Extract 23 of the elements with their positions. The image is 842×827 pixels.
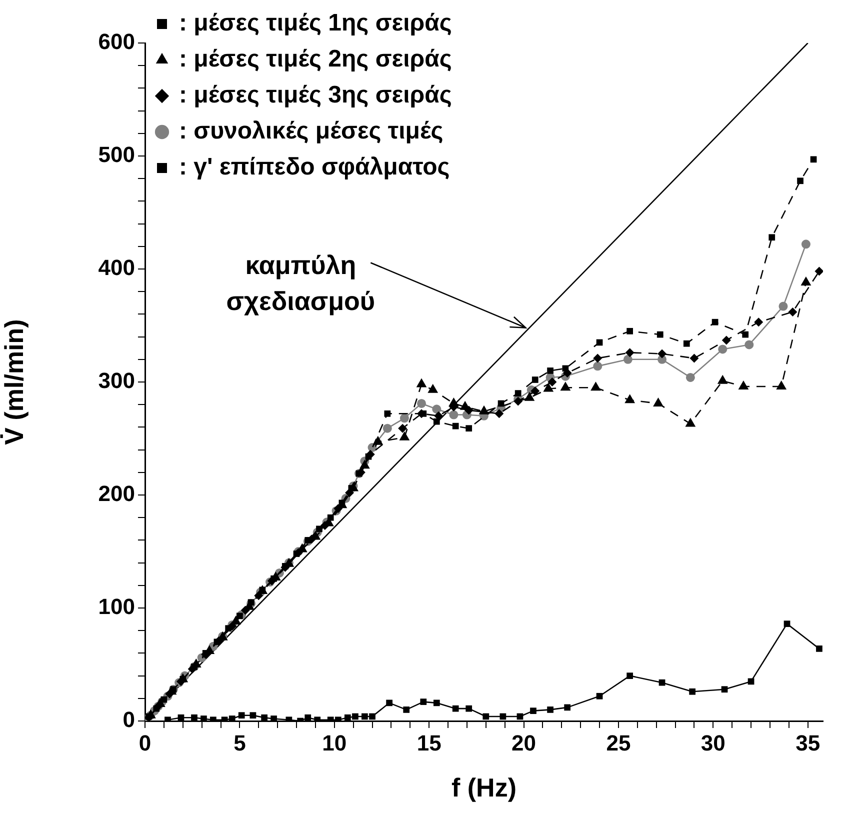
x-tick-label: 35 — [796, 730, 820, 756]
y-tick-label: 100 — [98, 594, 135, 620]
annotation: καμπύλη σχεδιασμού — [226, 250, 376, 316]
y-tick-label: 400 — [98, 255, 135, 280]
y-tick-label: 500 — [98, 142, 135, 168]
x-tick-label: 15 — [416, 730, 442, 756]
legend-label: : συνολικές μέσες τιμές — [179, 118, 444, 145]
legend-label: : μέσες τιμές 2ης σειράς — [179, 46, 452, 73]
x-tick-label: 0 — [138, 730, 152, 756]
y-tick-label: 0 — [122, 707, 135, 732]
y-tick-label: 300 — [98, 368, 135, 394]
x-tick-label: 25 — [606, 730, 631, 756]
x-tick-label: 20 — [512, 730, 536, 756]
y-tick-label: 200 — [98, 481, 135, 506]
x-tick-label: 10 — [322, 730, 347, 756]
y-axis-title: V̇ (ml/min) — [0, 319, 29, 445]
x-tick-label: 5 — [234, 730, 246, 756]
legend-label: : μέσες τιμές 3ης σειράς — [179, 82, 452, 109]
legend-label: : μέσες τιμές 1ης σειράς — [179, 10, 452, 37]
x-axis-title: f (Hz) — [452, 772, 516, 803]
y-tick-label: 600 — [98, 29, 135, 54]
legend-label: : γ' επίπεδο σφάλματος — [179, 154, 450, 181]
x-tick-label: 30 — [700, 730, 726, 756]
